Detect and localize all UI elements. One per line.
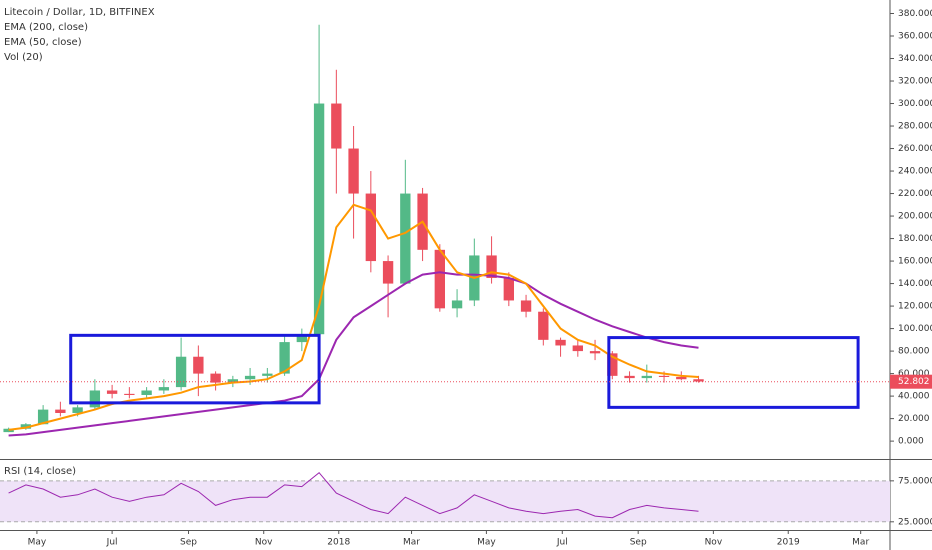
y-tick-label: 120.000 [898, 302, 932, 312]
y-tick-label: 360.000 [898, 32, 932, 42]
y-tick-label: 60.000 [898, 369, 930, 379]
x-tick-label: Nov [705, 538, 723, 548]
y-tick-label: 75.0000 [898, 476, 932, 486]
annotation-box [607, 336, 860, 409]
legend-entry: EMA (200, close) [4, 22, 88, 33]
rsi-title: RSI (14, close) [4, 466, 76, 477]
y-tick-label: 20.000 [898, 414, 930, 424]
chart-title: Litecoin / Dollar, 1D, BITFINEX [4, 7, 155, 18]
x-tick-label: May [477, 538, 496, 548]
candle-body [313, 103, 325, 335]
candle-body [382, 261, 394, 284]
candle-body [296, 334, 308, 343]
candle-body [641, 375, 652, 379]
y-tick-label: 240.000 [898, 167, 932, 177]
annotation-box [69, 333, 321, 405]
rsi-line [8, 472, 699, 519]
last-price-box [890, 374, 932, 389]
candle-body [37, 409, 49, 425]
candle-body [193, 356, 204, 374]
y-tick-label: 100.000 [898, 324, 932, 334]
x-tick-label: Jul [106, 538, 118, 548]
candle-body [262, 373, 273, 376]
candle-body [72, 407, 83, 413]
x-tick-label: Sep [630, 538, 647, 548]
candle-body [589, 351, 601, 354]
candle-body [676, 376, 687, 380]
candle-body [400, 193, 411, 284]
candle-body [607, 353, 618, 376]
y-tick-label: 40.000 [898, 392, 930, 402]
y-tick-label: 140.000 [898, 279, 932, 289]
candle-body [572, 345, 583, 352]
y-tick-label: 320.000 [898, 77, 932, 87]
candle-body [520, 300, 532, 312]
candle-body [658, 375, 670, 377]
candle-body [227, 379, 239, 383]
y-tick-label: 260.000 [898, 144, 932, 154]
legend-entry: EMA (50, close) [4, 37, 82, 48]
ema-line [8, 271, 699, 437]
candle-body [434, 249, 445, 309]
candle-body [365, 193, 377, 262]
candle-body [244, 375, 256, 380]
candle-body [20, 424, 32, 429]
y-tick-label: 280.000 [898, 122, 932, 132]
x-tick-label: 2018 [327, 538, 350, 548]
x-tick-label: Sep [180, 538, 197, 548]
candle-body [141, 390, 152, 395]
y-tick-label: 300.000 [898, 99, 932, 109]
candle-body [538, 311, 549, 340]
candle-body [158, 387, 170, 391]
rsi-band [0, 480, 890, 522]
candle-body [693, 379, 704, 382]
x-tick-label: Mar [852, 538, 869, 548]
legend-entry: Vol (20) [4, 52, 43, 63]
candle-body [348, 148, 359, 194]
x-tick-label: Jul [556, 538, 568, 548]
x-tick-label: 2019 [777, 538, 800, 548]
y-tick-label: 80.000 [898, 347, 930, 357]
candle-body [624, 375, 635, 379]
y-tick-label: 200.000 [898, 212, 932, 222]
candle-body [451, 300, 463, 309]
candle-body [279, 342, 290, 374]
y-tick-label: 340.000 [898, 54, 932, 64]
x-tick-label: Mar [403, 538, 420, 548]
candle-body [486, 255, 497, 278]
x-tick-label: Nov [255, 538, 273, 548]
y-tick-label: 380.000 [898, 9, 932, 19]
y-tick-label: 220.000 [898, 189, 932, 199]
y-tick-label: 160.000 [898, 257, 932, 267]
candle-body [503, 277, 514, 301]
last-price-label: 52.802 [898, 377, 930, 387]
candle-body [175, 356, 187, 388]
candle-body [3, 428, 14, 433]
candle-body [555, 339, 566, 346]
candle-body [124, 393, 135, 395]
candle-body [331, 103, 342, 149]
x-tick-label: May [28, 538, 47, 548]
y-tick-label: 180.000 [898, 234, 932, 244]
candle-body [89, 390, 101, 408]
candle-body [106, 390, 118, 394]
candle-body [55, 409, 66, 413]
y-tick-label: 25.0000 [898, 517, 932, 527]
candle-body [210, 373, 221, 383]
y-tick-label: 0.000 [898, 437, 924, 447]
